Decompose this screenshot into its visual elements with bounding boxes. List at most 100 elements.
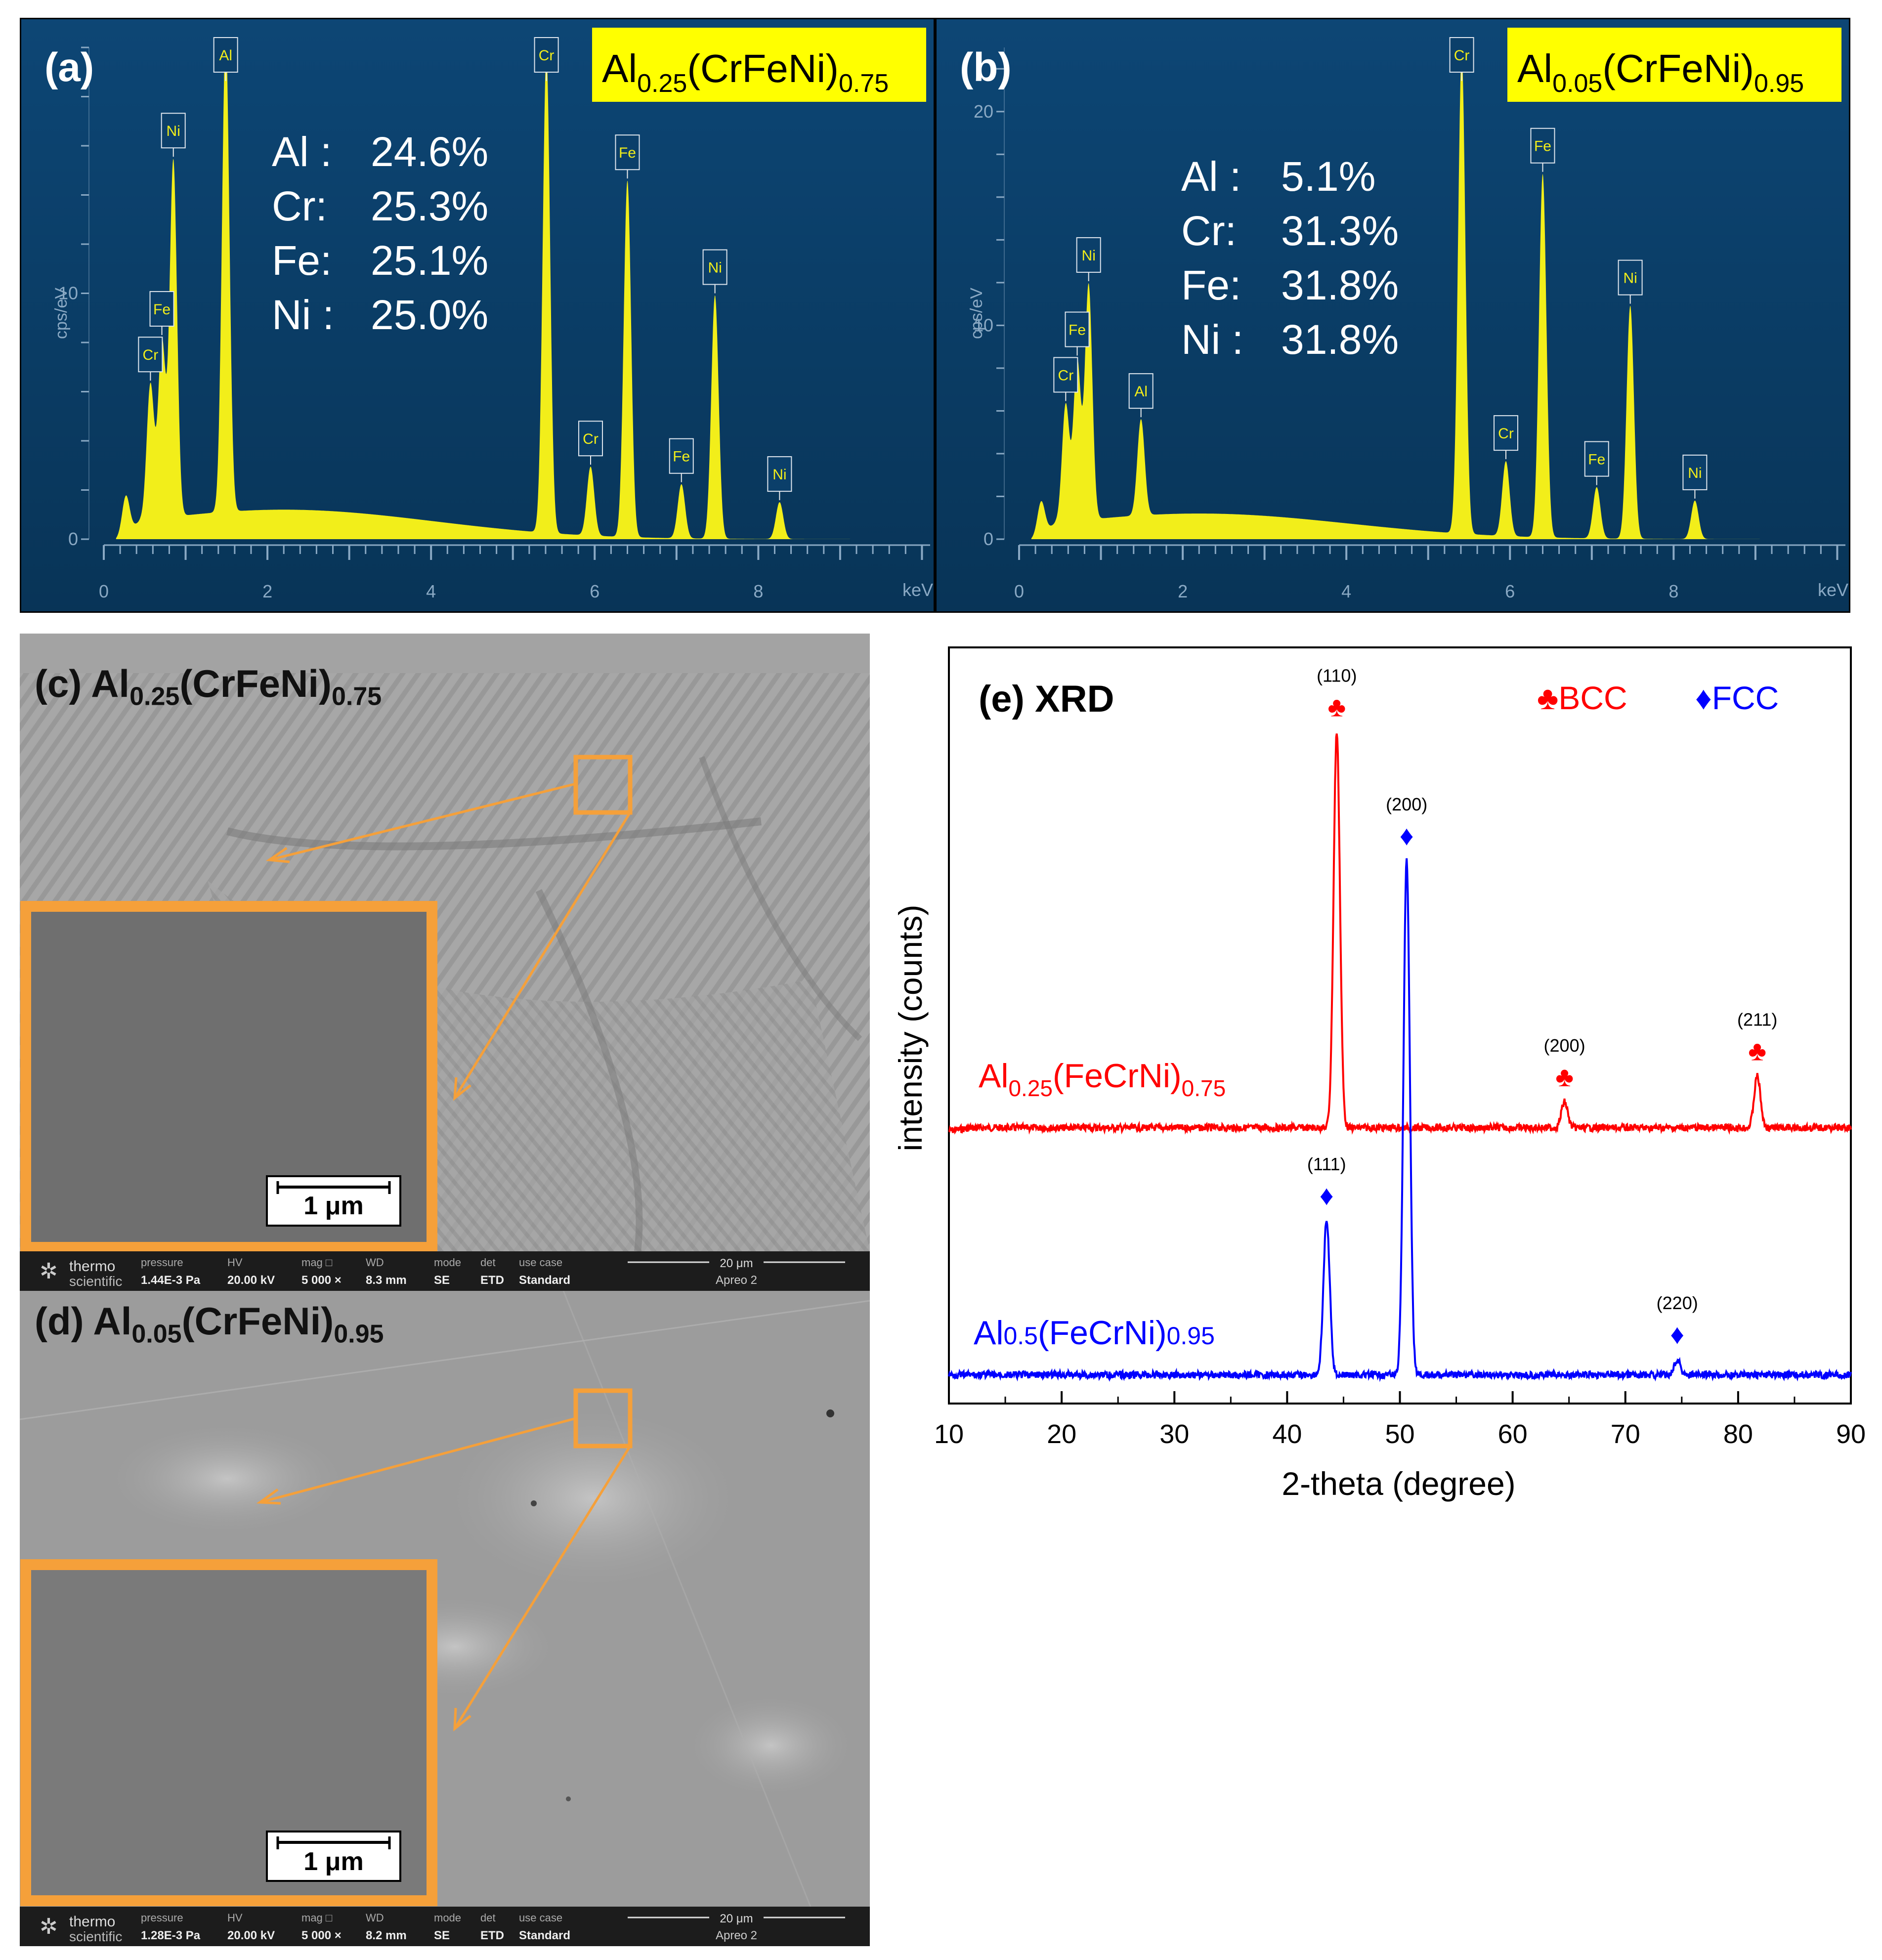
x-tick-label: 8	[753, 581, 763, 601]
svg-text:SE: SE	[434, 1274, 450, 1287]
peak-label-box	[161, 113, 186, 149]
peak-label: Cr	[583, 431, 599, 447]
peak-label: Cr	[143, 347, 159, 363]
x-unit-a: keV	[902, 580, 933, 600]
svg-text:Apreo 2: Apreo 2	[716, 1274, 757, 1287]
sem-panel-c: 1 μm ✲ thermo scientific pressure 1.44E-…	[20, 634, 870, 1291]
peak-label: Fe	[673, 449, 690, 465]
peak-label: Fe	[1588, 452, 1605, 468]
svg-text:pressure: pressure	[141, 1256, 183, 1269]
peak-label-box	[138, 337, 163, 373]
inset-micrograph-c: 1 μm	[20, 901, 437, 1253]
svg-text:Standard: Standard	[519, 1274, 570, 1287]
peak-label: Al	[219, 47, 232, 64]
xrd-series-line	[948, 733, 1852, 1135]
svg-text:5 000 ×: 5 000 ×	[301, 1929, 342, 1942]
svg-text:det: det	[480, 1256, 496, 1269]
peak-label: Fe	[619, 145, 636, 161]
y-axis-label-a: cps/eV	[52, 288, 71, 339]
chart-title: (e) XRD	[979, 678, 1114, 720]
peak-label-box	[1128, 373, 1154, 409]
svg-text:Fe:25.1%: Fe: 25.1%	[272, 237, 488, 284]
bright-region	[435, 1400, 751, 1597]
x-tick-label: 30	[1159, 1419, 1189, 1449]
peak-label-box	[1449, 37, 1474, 73]
y-tick-label: 0	[984, 529, 993, 549]
xrd-series-line	[948, 858, 1852, 1382]
peak-label-box	[615, 134, 640, 170]
y-tick-label: 20	[974, 101, 993, 122]
svg-text:pressure: pressure	[141, 1912, 183, 1924]
xrd-chart: ♣ (110) ♣ (200) ♣ (211) ♦ (111) ♦ (200) ♦ (220) 10 20…	[892, 646, 1866, 1502]
sem-info-bar-c: ✲ thermo scientific pressure 1.44E-3 Pa …	[20, 1251, 870, 1291]
peak-label-box	[702, 249, 727, 285]
x-tick-label: 80	[1723, 1419, 1753, 1449]
phase-marker: ♣	[1555, 1061, 1574, 1092]
peak-label-box	[1618, 259, 1643, 296]
svg-text:20.00 kV: 20.00 kV	[227, 1929, 275, 1942]
x-tick-label: 6	[590, 581, 599, 601]
peak-label: Ni	[708, 259, 722, 276]
hkl-label: (111)	[1307, 1154, 1346, 1174]
composition-list-a: Al :24.6% Cr: 25.3% Fe: 25.1% Ni :25.0%	[272, 128, 488, 338]
scale-bar-box	[266, 1831, 401, 1882]
eds-spectrum-a: 0 2 4 6 8 0 10 Cr Fe Ni Al Cr Cr Fe Fe Ni Ni (a) Al0.25(…	[18, 16, 937, 614]
scale-bar-box	[266, 1175, 401, 1227]
svg-text:use case: use case	[519, 1256, 562, 1269]
grain-boundary	[535, 889, 643, 1252]
svg-text:Standard: Standard	[519, 1929, 570, 1942]
plot-frame	[948, 646, 1852, 1405]
composition-list-b: Al :5.1% Cr: 31.3% Fe: 31.8% Ni :31.8%	[1181, 153, 1399, 363]
svg-text:5 000 ×: 5 000 ×	[301, 1274, 342, 1287]
eds-panel-a: 0 2 4 6 8 0 10 Cr Fe Ni Al Cr Cr Fe Fe Ni Ni (a) Al0.25(…	[18, 16, 937, 614]
phase-marker: ♦	[1670, 1319, 1684, 1350]
hkl-label: (220)	[1657, 1293, 1698, 1313]
peak-label-box	[213, 37, 238, 73]
sem-title-c: (c) Al0.25(CrFeNi)0.75	[35, 662, 382, 711]
svg-text:8.2 mm: 8.2 mm	[366, 1929, 407, 1942]
svg-text:mag □: mag □	[301, 1256, 332, 1269]
peak-label: Fe	[153, 301, 171, 318]
sem-panel-d: 1 μm ✲ thermo scientific pressure 1.28E-…	[19, 1290, 870, 1946]
zoom-arrow	[269, 782, 576, 861]
x-tick-label: 20	[1047, 1419, 1076, 1449]
x-tick-label: 6	[1505, 581, 1515, 601]
svg-text:20 μm: 20 μm	[720, 1257, 753, 1270]
svg-text:Ni :25.0%: Ni :25.0%	[272, 292, 488, 338]
svg-text:Al :24.6%: Al :24.6%	[272, 128, 488, 175]
zoom-arrow	[453, 811, 632, 1099]
svg-text:Al0.05(CrFeNi)0.95: Al0.05(CrFeNi)0.95	[1517, 46, 1804, 98]
svg-text:✲: ✲	[40, 1915, 58, 1939]
sem-info-bar-d: ✲ thermo scientific pressure 1.28E-3 Pa …	[20, 1907, 870, 1946]
x-tick-label: 50	[1385, 1419, 1414, 1449]
series-label-red: Al0.25(FeCrNi)0.75	[979, 1057, 1226, 1101]
x-tick-label: 0	[99, 581, 109, 601]
y-axis-title: intensity (counts)	[892, 905, 929, 1151]
formula-tag-b: Al0.05(CrFeNi)0.95	[1507, 28, 1841, 102]
sem-micrograph-d: 1 μm ✲ thermo scientific pressure 1.28E-…	[19, 1290, 870, 1946]
peak-label: Cr	[1058, 367, 1074, 383]
sem-title-d: (d) Al0.05(CrFeNi)0.95	[35, 1299, 384, 1349]
svg-text:HV: HV	[227, 1256, 243, 1269]
svg-text:WD: WD	[366, 1912, 384, 1924]
y-axis-label-b: cps/eV	[967, 288, 986, 339]
svg-text:ETD: ETD	[480, 1274, 504, 1287]
peak-label-box	[149, 291, 174, 327]
peak-label: Cr	[1498, 426, 1514, 442]
panel-label-b: (b)	[960, 45, 1012, 90]
x-tick-label: 8	[1668, 581, 1678, 601]
svg-text:WD: WD	[366, 1256, 384, 1269]
grain-boundary	[699, 756, 862, 1041]
svg-text:Cr:31.3%: Cr: 31.3%	[1181, 208, 1399, 254]
phase-marker: ♦	[1320, 1180, 1334, 1211]
phase-marker: ♣	[1748, 1035, 1766, 1066]
phase-marker: ♣	[1327, 691, 1346, 723]
x-tick-label: 0	[1014, 581, 1024, 601]
svg-text:mode: mode	[434, 1912, 461, 1924]
hkl-label: (211)	[1737, 1010, 1777, 1030]
peak-label: Ni	[167, 123, 180, 139]
series-label-blue: Al0.5(FeCrNi)0.95	[974, 1314, 1215, 1352]
svg-text:mag □: mag □	[301, 1912, 332, 1924]
svg-text:ETD: ETD	[480, 1929, 504, 1942]
x-tick-label: 2	[1178, 581, 1188, 601]
